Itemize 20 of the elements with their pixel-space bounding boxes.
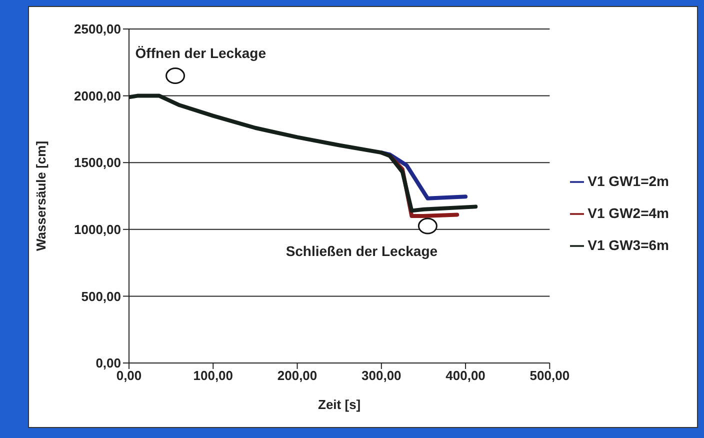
x-tick-label: 500,00 — [530, 368, 570, 384]
x-tick-label: 200,00 — [277, 368, 318, 384]
y-tick-label: 0,00 — [96, 356, 121, 371]
legend-label: V1 GW2=4m — [588, 205, 669, 221]
annotation: Schließen der Leckage — [286, 243, 438, 260]
y-tick-label: 1000,00 — [74, 222, 121, 238]
x-tick-label: 100,00 — [193, 368, 234, 384]
y-axis-title: Wassersäule [cm] — [34, 140, 49, 252]
legend-label: V1 GW3=6m — [588, 237, 669, 253]
annotation: Öffnen der Leckage — [135, 44, 266, 61]
x-axis-title: Zeit [s] — [318, 397, 361, 412]
y-tick-label: 1500,00 — [74, 155, 121, 170]
x-tick-label: 400,00 — [446, 368, 486, 384]
x-tick-label: 0,00 — [116, 368, 142, 384]
line-series — [129, 94, 478, 213]
y-tick-label: 500,00 — [81, 288, 121, 304]
x-tick-label: 300,00 — [362, 368, 402, 384]
y-tick-label: 2000,00 — [74, 88, 121, 104]
y-tick-label: 2500,00 — [74, 22, 121, 37]
legend-label: V1 GW1=2m — [588, 173, 669, 189]
